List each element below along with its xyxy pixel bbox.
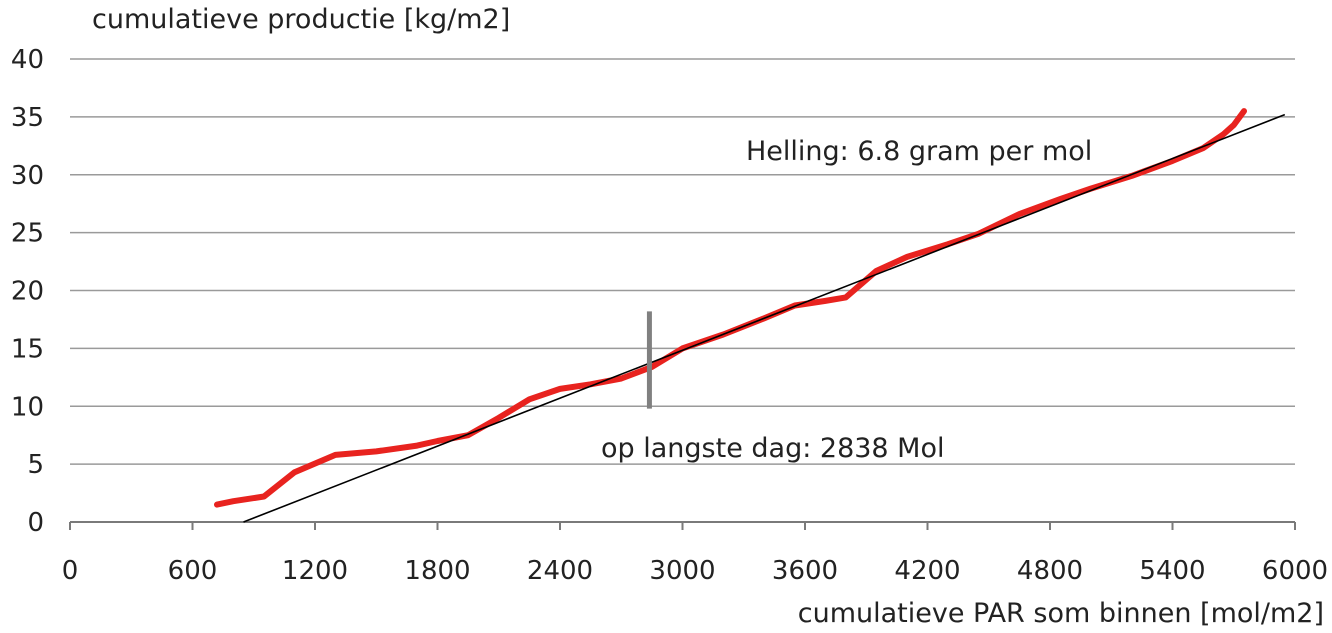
y-tick-label: 30 — [11, 161, 44, 191]
y-axis-title: cumulatieve productie [kg/m2] — [92, 4, 511, 35]
x-axis-title: cumulatieve PAR som binnen [mol/m2] — [797, 598, 1324, 629]
series-layer — [214, 108, 1286, 523]
y-tick-label: 35 — [11, 103, 44, 133]
annotations: Helling: 6.8 gram per mol op langste dag… — [601, 136, 1092, 464]
y-tick-label: 25 — [11, 219, 44, 249]
gridlines — [70, 58, 1295, 465]
x-tick-label: 5400 — [1139, 556, 1205, 586]
y-tick-label: 40 — [11, 45, 44, 75]
y-tick-label: 20 — [11, 277, 44, 307]
y-tick-label: 15 — [11, 334, 44, 364]
x-tick-label: 600 — [168, 556, 218, 586]
longest-day-annotation: op langste dag: 2838 Mol — [601, 433, 945, 464]
y-tick-labels: 0 5 10 15 20 25 30 35 40 — [11, 45, 44, 538]
y-tick-label: 5 — [27, 450, 44, 480]
x-axis — [69, 521, 1296, 530]
x-tick-label: 0 — [62, 556, 79, 586]
y-tick-label: 10 — [11, 392, 44, 422]
x-tick-label: 1800 — [404, 556, 470, 586]
y-tick-label: 0 — [27, 508, 44, 538]
x-tick-label: 4800 — [1017, 556, 1083, 586]
x-tick-label: 1200 — [282, 556, 348, 586]
x-tick-label: 4200 — [894, 556, 960, 586]
slope-annotation: Helling: 6.8 gram per mol — [746, 136, 1092, 167]
x-tick-labels: 0 600 1200 1800 2400 3000 3600 4200 4800 5400 6000 — [62, 556, 1328, 586]
x-tick-label: 3600 — [772, 556, 838, 586]
x-tick-label: 2400 — [527, 556, 593, 586]
x-tick-label: 3000 — [649, 556, 715, 586]
x-tick-label: 6000 — [1262, 556, 1328, 586]
trend-line — [243, 113, 1286, 523]
